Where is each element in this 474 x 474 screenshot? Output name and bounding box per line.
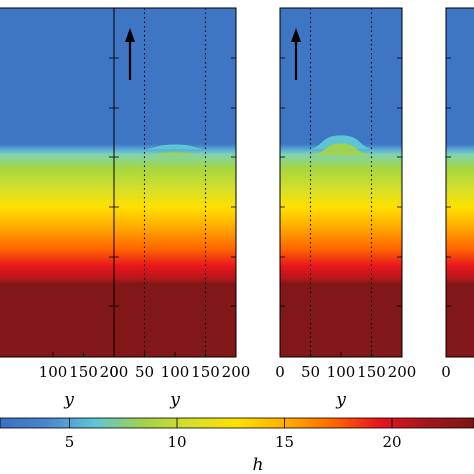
x-tick-label: 50 bbox=[301, 363, 320, 381]
heatmap-field bbox=[114, 8, 236, 357]
colorbar-tick-label: 15 bbox=[275, 433, 294, 451]
interface-bump-inner bbox=[304, 143, 378, 156]
interface-bump bbox=[138, 144, 212, 150]
interface-bump-inner bbox=[138, 152, 212, 156]
x-tick-label: 150 bbox=[357, 363, 386, 381]
x-tick-label: 0 bbox=[441, 363, 451, 381]
x-tick-label: 100 bbox=[39, 363, 68, 381]
x-tick-label: 0 bbox=[109, 363, 119, 381]
x-tick-label: 150 bbox=[69, 363, 98, 381]
heatmap-field bbox=[446, 8, 474, 357]
x-axis-label: y bbox=[169, 390, 180, 410]
panel-frame bbox=[445, 7, 474, 358]
colorbar: 5 10 15 20 h bbox=[0, 417, 474, 474]
x-tick-label: 200 bbox=[100, 363, 129, 381]
colorbar-strip bbox=[0, 417, 474, 429]
heatmap-field bbox=[280, 8, 402, 357]
x-tick-label: 100 bbox=[161, 363, 190, 381]
colorbar-tick-label: 5 bbox=[65, 433, 75, 451]
panel-3: 0 50 100 150 200 y bbox=[275, 7, 417, 410]
colorbar-tick-label: 10 bbox=[167, 433, 186, 451]
x-tick-label: 200 bbox=[388, 363, 417, 381]
x-axis-label: y bbox=[63, 390, 74, 410]
panel-1: 100 150 200 y bbox=[0, 7, 129, 410]
x-axis-label: y bbox=[335, 390, 346, 410]
colorbar-tick-label: 20 bbox=[382, 433, 401, 451]
x-tick-label: 150 bbox=[191, 363, 220, 381]
x-tick-label: 100 bbox=[327, 363, 356, 381]
colorbar-label: h bbox=[253, 455, 264, 474]
panel-4: 0 bbox=[441, 7, 474, 381]
interface-bump bbox=[304, 135, 378, 150]
x-tick-label: 50 bbox=[135, 363, 154, 381]
x-tick-label: 0 bbox=[275, 363, 285, 381]
heatmap-field bbox=[0, 8, 114, 357]
flow-arrow-head bbox=[291, 28, 301, 42]
panel-2: 0 50 100 150 200 y bbox=[109, 7, 251, 410]
flow-arrow-head bbox=[125, 28, 135, 42]
x-tick-label: 200 bbox=[222, 363, 251, 381]
